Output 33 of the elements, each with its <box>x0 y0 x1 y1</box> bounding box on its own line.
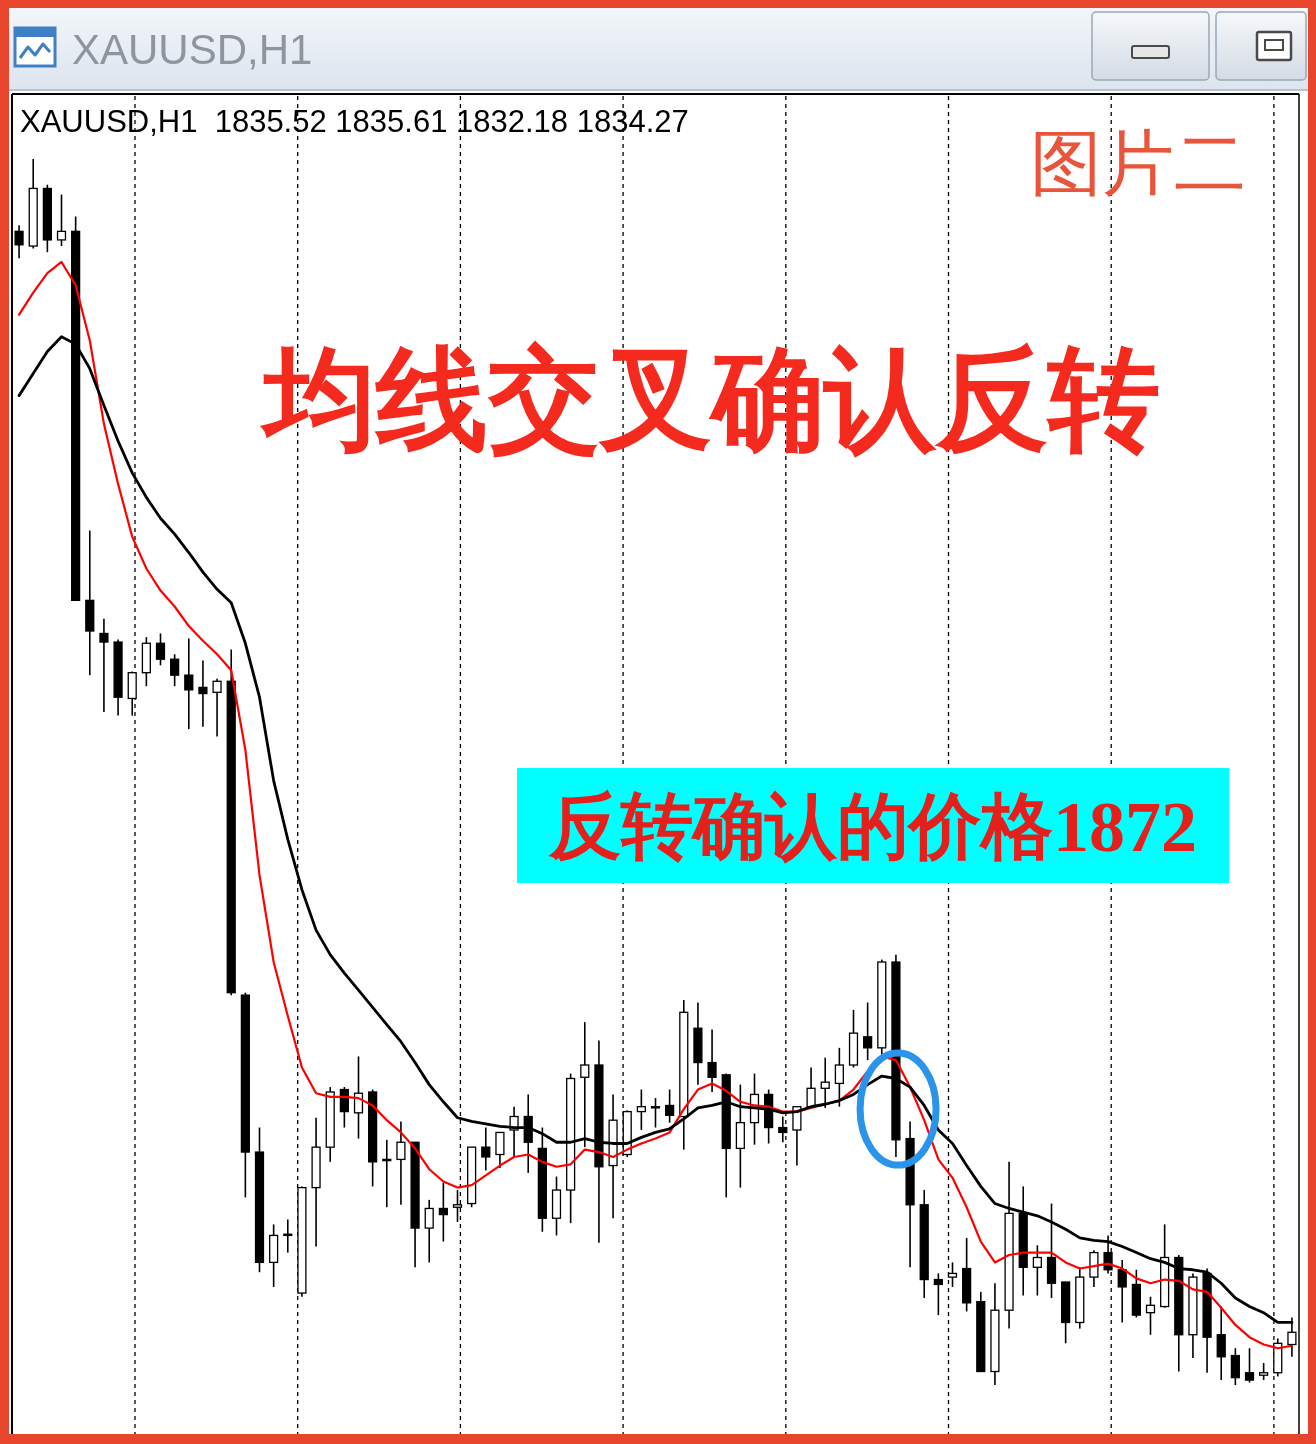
candlestick <box>438 1181 448 1243</box>
candlestick <box>56 193 67 247</box>
candlestick <box>792 1105 802 1167</box>
candlestick <box>99 617 109 713</box>
candlestick <box>933 1272 943 1316</box>
candlestick <box>806 1066 816 1109</box>
candlestick <box>396 1120 406 1206</box>
candlestick <box>1145 1295 1156 1336</box>
candlestick <box>834 1047 844 1108</box>
candlestick <box>1032 1244 1042 1297</box>
candlestick <box>424 1199 434 1264</box>
candlestick <box>212 678 222 738</box>
candlestick <box>170 653 180 687</box>
candlestick <box>863 1001 873 1061</box>
candlestick <box>580 1021 590 1148</box>
candlestick <box>1230 1347 1240 1386</box>
candlestick <box>707 1028 717 1093</box>
annotation: 反转确认的价格1872 <box>547 787 1197 867</box>
candlestick <box>1117 1259 1127 1324</box>
candlestick <box>820 1056 830 1109</box>
text: 均线交叉确认反转 <box>259 337 1160 462</box>
candlestick <box>198 659 208 728</box>
candlestick <box>665 1088 675 1124</box>
candlestick <box>481 1126 491 1172</box>
chart-subtitle: XAUUSD,H1 1835.52 1835.61 1832.18 1834.27 <box>20 104 689 139</box>
candlestick <box>636 1088 646 1131</box>
candlestick <box>650 1097 661 1129</box>
candlestick <box>1244 1347 1255 1384</box>
candlestick <box>155 632 166 667</box>
annotation: 图片二 <box>1030 123 1246 203</box>
candlestick <box>184 637 194 730</box>
text: XAUUSD,H1 <box>72 26 313 73</box>
candlestick <box>495 1131 505 1169</box>
